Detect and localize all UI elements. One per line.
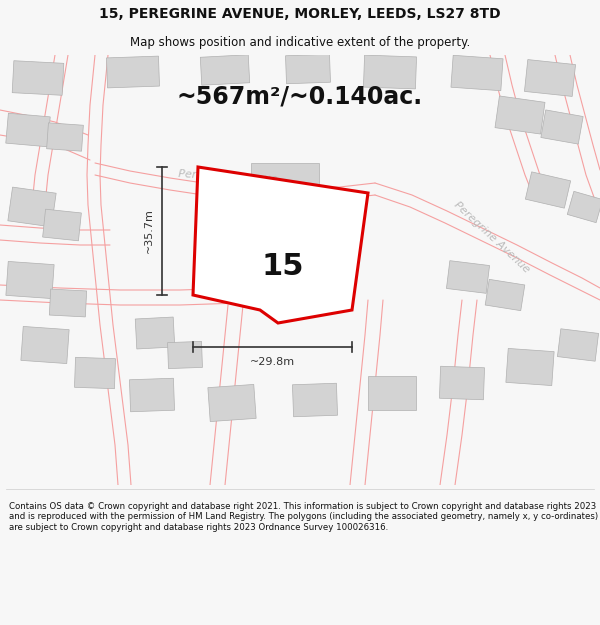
Polygon shape <box>12 61 64 95</box>
Polygon shape <box>292 383 338 417</box>
Polygon shape <box>193 167 368 323</box>
Text: ~35.7m: ~35.7m <box>144 209 154 254</box>
Polygon shape <box>208 384 256 422</box>
Polygon shape <box>451 55 503 91</box>
Text: Peregrine Avenue: Peregrine Avenue <box>178 169 278 184</box>
Text: 15, PEREGRINE AVENUE, MORLEY, LEEDS, LS27 8TD: 15, PEREGRINE AVENUE, MORLEY, LEEDS, LS2… <box>99 7 501 21</box>
Polygon shape <box>8 187 56 227</box>
Polygon shape <box>135 317 175 349</box>
Polygon shape <box>74 357 116 389</box>
Text: ~29.8m: ~29.8m <box>250 357 295 367</box>
Polygon shape <box>6 261 54 299</box>
Polygon shape <box>368 376 416 410</box>
Text: 15: 15 <box>262 252 304 281</box>
Polygon shape <box>43 209 82 241</box>
Polygon shape <box>6 113 50 147</box>
Polygon shape <box>251 163 319 211</box>
Polygon shape <box>541 110 583 144</box>
Polygon shape <box>446 261 490 293</box>
Polygon shape <box>47 122 83 151</box>
Polygon shape <box>364 55 416 89</box>
Polygon shape <box>506 348 554 386</box>
Polygon shape <box>526 172 571 208</box>
Polygon shape <box>485 279 525 311</box>
Polygon shape <box>21 326 69 364</box>
Text: ~567m²/~0.140ac.: ~567m²/~0.140ac. <box>177 85 423 109</box>
Text: Contains OS data © Crown copyright and database right 2021. This information is : Contains OS data © Crown copyright and d… <box>9 502 598 532</box>
Polygon shape <box>130 378 175 412</box>
Polygon shape <box>49 289 86 317</box>
Text: Map shows position and indicative extent of the property.: Map shows position and indicative extent… <box>130 36 470 49</box>
Polygon shape <box>567 191 600 222</box>
Polygon shape <box>286 54 331 84</box>
Polygon shape <box>200 55 250 85</box>
Polygon shape <box>557 329 599 361</box>
Polygon shape <box>106 56 160 88</box>
Polygon shape <box>524 59 575 96</box>
Polygon shape <box>439 366 485 400</box>
Polygon shape <box>495 96 545 134</box>
Polygon shape <box>167 341 202 369</box>
Text: Peregrine Avenue: Peregrine Avenue <box>452 199 532 274</box>
